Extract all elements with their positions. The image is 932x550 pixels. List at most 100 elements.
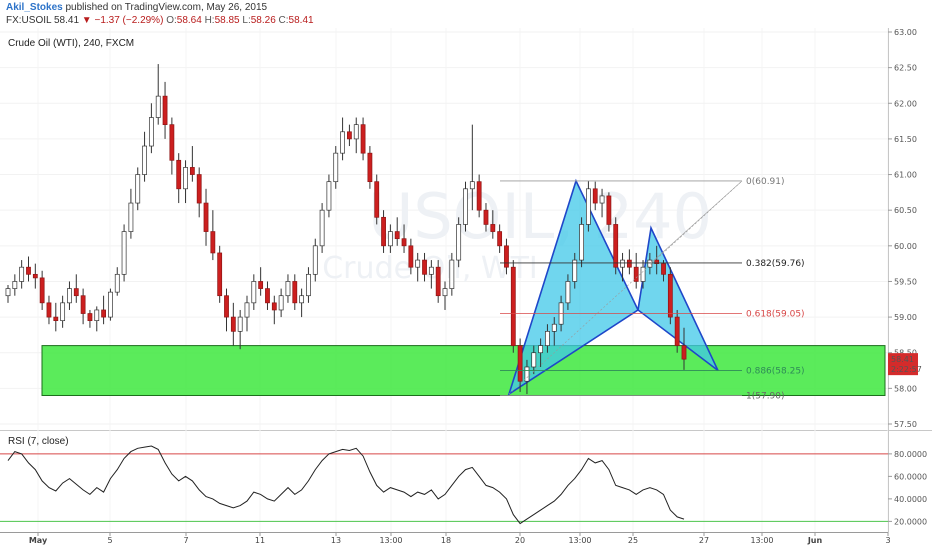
candle-bull bbox=[148, 117, 154, 147]
candle-bear bbox=[435, 266, 441, 297]
candle-bear bbox=[592, 188, 598, 204]
candle-bear bbox=[217, 252, 223, 297]
candle-bull bbox=[428, 266, 434, 275]
price-tick-label: 57.50 bbox=[894, 420, 917, 429]
rsi-line bbox=[7, 445, 685, 525]
candle-bull bbox=[599, 195, 605, 204]
countdown-text: 2:22:57 bbox=[891, 365, 922, 374]
time-tick-label: 25 bbox=[628, 536, 638, 545]
time-tick-label: 13:00 bbox=[568, 536, 591, 545]
candle-bear bbox=[408, 245, 414, 268]
fib-level-label: 1(57.90) bbox=[746, 391, 785, 401]
last-price: 58.41 bbox=[53, 15, 80, 26]
candle-bear bbox=[497, 231, 503, 247]
candle-bull bbox=[326, 181, 332, 211]
candle-bear bbox=[661, 263, 666, 275]
candle-bull bbox=[12, 281, 18, 289]
price-tick-label: 61.00 bbox=[894, 171, 917, 180]
candle-bear bbox=[224, 295, 229, 318]
candle-bull bbox=[565, 281, 571, 304]
price-tick-label: 63.00 bbox=[894, 28, 917, 37]
time-tick-label: May bbox=[29, 536, 48, 545]
candle-bull bbox=[306, 273, 311, 297]
candle-bear bbox=[101, 309, 106, 318]
time-tick-label: 20 bbox=[515, 536, 525, 545]
candle-bull bbox=[285, 281, 291, 297]
time-tick-label: 11 bbox=[255, 536, 265, 545]
candle-bear bbox=[258, 281, 264, 289]
candle-bull bbox=[449, 259, 455, 289]
fib-level-label: 0.618(59.05) bbox=[746, 310, 805, 320]
candle-bull bbox=[142, 145, 147, 175]
candle-bear bbox=[490, 224, 496, 232]
author-link[interactable]: Akil_Stokes bbox=[6, 2, 63, 13]
candle-bull bbox=[353, 124, 359, 140]
time-tick-label: Jun bbox=[807, 536, 823, 545]
close-label: C: bbox=[278, 15, 289, 26]
candle-bear bbox=[32, 273, 38, 279]
candle-bear bbox=[169, 124, 175, 161]
candle-bull bbox=[415, 259, 421, 268]
rsi-tick-label: 20.0000 bbox=[894, 517, 927, 526]
publisher-line: Akil_Stokes published on TradingView.com… bbox=[6, 2, 267, 13]
price-tick-label: 59.00 bbox=[894, 313, 917, 322]
candle-bear bbox=[667, 273, 673, 318]
candle-bull bbox=[237, 316, 243, 332]
fib-level-label: 0(60.91) bbox=[746, 177, 785, 187]
price-tick-label: 58.00 bbox=[894, 384, 917, 393]
candle-bear bbox=[483, 209, 489, 225]
candle-bear bbox=[367, 152, 373, 183]
candle-bear bbox=[210, 231, 216, 254]
candle-bull bbox=[121, 231, 127, 275]
candle-bull bbox=[524, 366, 530, 382]
low-value: 58.26 bbox=[250, 15, 276, 26]
rsi-title: RSI (7, close) bbox=[8, 436, 69, 447]
pattern-xb-line bbox=[508, 309, 639, 395]
rsi-pane[interactable] bbox=[0, 432, 888, 532]
high-label: H: bbox=[204, 15, 215, 26]
published-text: published on TradingView.com, May 26, 20… bbox=[62, 2, 268, 13]
high-value: 58.85 bbox=[214, 15, 240, 26]
time-tick-label: 7 bbox=[183, 536, 188, 545]
candle-bear bbox=[401, 238, 407, 247]
candle-bull bbox=[108, 291, 113, 318]
quote-line: FX:USOIL 58.41 ▼ −1.37 (−2.29%) O:58.64 … bbox=[6, 15, 314, 26]
candle-bear bbox=[189, 167, 195, 175]
candle-bull bbox=[333, 152, 339, 183]
candle-bull bbox=[620, 259, 625, 268]
candle-bull bbox=[456, 224, 462, 261]
price-tick-label: 59.50 bbox=[894, 277, 917, 286]
fib-level-label: 0.886(58.25) bbox=[746, 367, 805, 377]
candle-bull bbox=[442, 288, 448, 297]
candle-bear bbox=[162, 95, 168, 126]
fib-diagonal bbox=[508, 180, 743, 395]
candle-bear bbox=[196, 174, 202, 204]
price-tick-label: 62.00 bbox=[894, 99, 917, 108]
candle-bull bbox=[586, 188, 591, 225]
candle-bear bbox=[374, 181, 380, 218]
candle-bull bbox=[387, 231, 393, 247]
candle-bull bbox=[19, 266, 25, 282]
candle-bull bbox=[538, 345, 544, 354]
time-tick-label: 27 bbox=[699, 536, 709, 545]
candle-bull bbox=[244, 302, 250, 318]
candle-bear bbox=[292, 281, 298, 304]
time-tick-label: 13 bbox=[331, 536, 341, 545]
candle-bear bbox=[476, 181, 482, 211]
candle-bull bbox=[60, 302, 66, 322]
price-change: ▼ −1.37 (−2.29%) bbox=[81, 15, 164, 26]
low-label: L: bbox=[242, 15, 251, 26]
time-tick-label: 13:00 bbox=[379, 536, 402, 545]
candle-bull bbox=[183, 167, 188, 190]
candle-bear bbox=[654, 259, 660, 264]
chart-title: Crude Oil (WTI), 240, FXCM bbox=[8, 38, 135, 49]
price-tick-label: 60.50 bbox=[894, 206, 917, 215]
candle-bull bbox=[128, 202, 134, 232]
candle-bear bbox=[510, 266, 516, 346]
candle-bull bbox=[251, 281, 257, 304]
support-zone bbox=[41, 345, 886, 396]
price-tick-label: 61.50 bbox=[894, 135, 917, 144]
symbol: FX:USOIL bbox=[6, 15, 52, 26]
candle-bear bbox=[674, 316, 680, 346]
